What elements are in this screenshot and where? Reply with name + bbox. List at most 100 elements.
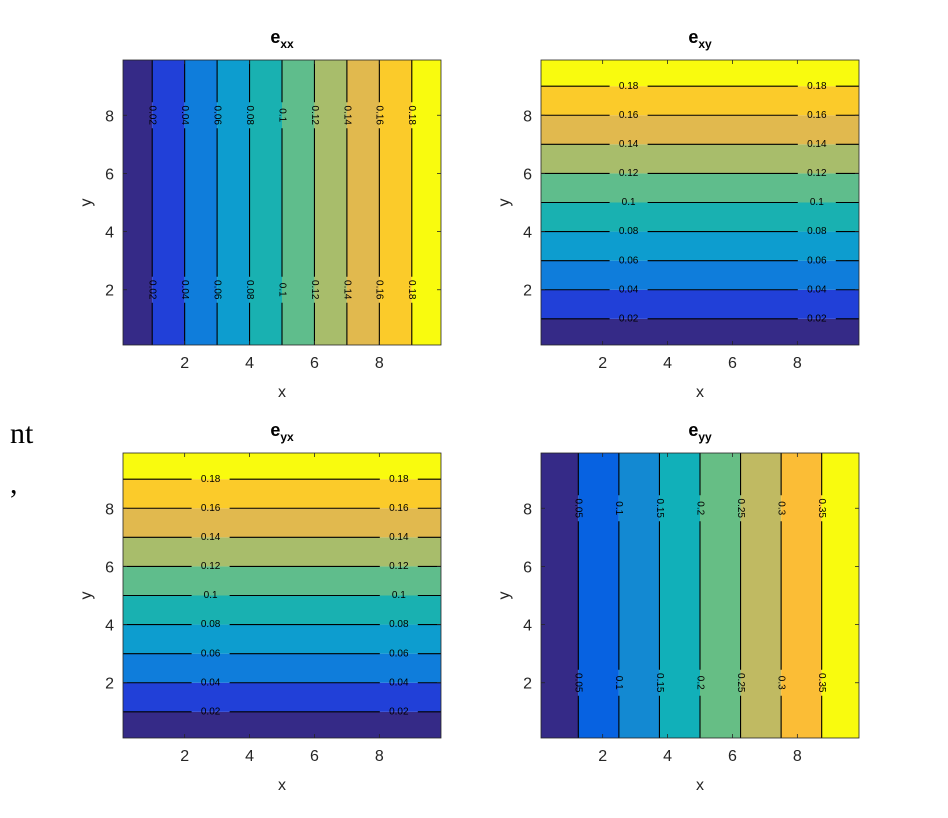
contour-label: 0.02 bbox=[619, 313, 639, 324]
x-tick-label: 2 bbox=[180, 355, 189, 372]
axes-frame bbox=[122, 59, 442, 346]
contour-label: 0.08 bbox=[201, 619, 221, 630]
contour-band bbox=[123, 453, 441, 480]
contour-label: 0.16 bbox=[807, 110, 827, 121]
contour-label: 0.14 bbox=[807, 139, 827, 150]
y-tick-label: 4 bbox=[105, 225, 114, 242]
contour-label: 0.18 bbox=[406, 280, 417, 300]
y-tick-label: 4 bbox=[105, 618, 114, 635]
subplot-exy: 0.02 0.02 0.04 0.04 0.06 0.06 0.08 0.08 0.1 0.1 0.… bbox=[496, 27, 860, 401]
contour-label: 0.14 bbox=[619, 139, 639, 150]
contour-label: 0.3 bbox=[775, 501, 786, 515]
x-axis-label: x bbox=[278, 384, 286, 401]
y-tick-label: 2 bbox=[523, 676, 532, 693]
contour-label: 0.08 bbox=[244, 106, 255, 126]
contour-band bbox=[740, 453, 782, 738]
contour-label: 0.18 bbox=[807, 81, 827, 92]
contour-band bbox=[541, 318, 859, 345]
x-axis-label: x bbox=[696, 777, 704, 794]
contour-label: 0.1 bbox=[810, 197, 824, 208]
contour-label: 0.14 bbox=[389, 532, 409, 543]
subplot-eyx: 0.02 0.02 0.04 0.04 0.06 0.06 0.08 0.08 0.1 0.1 0.… bbox=[78, 420, 442, 794]
contour-label: 0.02 bbox=[389, 706, 409, 717]
chart-title: eyx bbox=[270, 420, 294, 444]
x-tick-label: 8 bbox=[793, 748, 802, 765]
axes-frame bbox=[122, 452, 442, 739]
chart-title: eyy bbox=[688, 420, 712, 444]
x-tick-label: 2 bbox=[598, 748, 607, 765]
contour-band bbox=[123, 60, 153, 345]
contour-band bbox=[541, 260, 859, 290]
contour-label: 0.04 bbox=[179, 280, 190, 300]
x-tick-label: 2 bbox=[598, 355, 607, 372]
y-tick-label: 4 bbox=[523, 618, 532, 635]
contour-label: 0.18 bbox=[619, 81, 639, 92]
x-tick-label: 4 bbox=[663, 355, 672, 372]
contour-label: 0.12 bbox=[807, 168, 827, 179]
contour-band bbox=[541, 289, 859, 319]
contour-label: 0.18 bbox=[389, 474, 409, 485]
x-axis-label: x bbox=[696, 384, 704, 401]
contour-label: 0.1 bbox=[392, 590, 406, 601]
contour-label: 0.18 bbox=[201, 474, 221, 485]
contour-band bbox=[659, 453, 700, 738]
contour-label: 0.02 bbox=[147, 106, 158, 126]
contour-band bbox=[541, 173, 859, 203]
x-axis-label: x bbox=[278, 777, 286, 794]
x-tick-label: 8 bbox=[375, 748, 384, 765]
contour-label: 0.12 bbox=[201, 561, 221, 572]
contour-label: 0.1 bbox=[613, 501, 624, 515]
contour-label: 0.16 bbox=[619, 110, 639, 121]
contour-label: 0.1 bbox=[276, 108, 287, 122]
contour-band bbox=[541, 144, 859, 174]
contour-label: 0.04 bbox=[179, 106, 190, 126]
subplot-eyy: 0.05 0.05 0.1 0.1 0.15 0.15 0.2 0.2 0.25 0.25 0.3 0… bbox=[496, 420, 860, 794]
y-axis-label: y bbox=[496, 199, 513, 207]
contour-band bbox=[578, 453, 619, 738]
y-axis-label: y bbox=[496, 592, 513, 600]
contour-band bbox=[541, 86, 859, 116]
y-tick-label: 8 bbox=[105, 108, 114, 125]
contour-label: 0.08 bbox=[807, 226, 827, 237]
contour-label: 0.18 bbox=[406, 106, 417, 126]
x-tick-label: 6 bbox=[310, 355, 319, 372]
contour-label: 0.16 bbox=[389, 503, 409, 514]
y-tick-label: 6 bbox=[105, 559, 114, 576]
contour-band bbox=[123, 711, 441, 738]
y-tick-label: 8 bbox=[523, 108, 532, 125]
contour-band bbox=[123, 595, 441, 625]
contour-label: 0.05 bbox=[573, 673, 584, 693]
contour-label: 0.2 bbox=[694, 676, 705, 690]
contour-band bbox=[541, 60, 859, 87]
contour-label: 0.12 bbox=[389, 561, 409, 572]
contour-band bbox=[282, 60, 315, 345]
y-tick-label: 6 bbox=[523, 559, 532, 576]
y-tick-label: 8 bbox=[105, 501, 114, 518]
contour-label: 0.04 bbox=[619, 284, 639, 295]
contour-label: 0.16 bbox=[374, 106, 385, 126]
contour-label: 0.04 bbox=[201, 677, 221, 688]
axes-frame bbox=[540, 452, 860, 739]
contour-band bbox=[618, 453, 660, 738]
contour-band bbox=[123, 566, 441, 596]
contour-label: 0.06 bbox=[201, 648, 221, 659]
contour-band bbox=[123, 537, 441, 567]
contour-label: 0.1 bbox=[622, 197, 636, 208]
contour-band bbox=[346, 60, 380, 345]
contour-label: 0.08 bbox=[389, 619, 409, 630]
axes-frame bbox=[540, 59, 860, 346]
contour-band bbox=[217, 60, 250, 345]
y-axis-label: y bbox=[78, 199, 95, 207]
x-tick-label: 8 bbox=[375, 355, 384, 372]
contour-band bbox=[541, 453, 579, 738]
contour-label: 0.12 bbox=[619, 168, 639, 179]
y-tick-label: 6 bbox=[523, 166, 532, 183]
contour-band bbox=[123, 682, 441, 712]
contour-label: 0.12 bbox=[309, 106, 320, 126]
contour-label: 0.08 bbox=[244, 280, 255, 300]
contour-label: 0.15 bbox=[654, 499, 665, 519]
contour-label: 0.12 bbox=[309, 280, 320, 300]
x-tick-label: 6 bbox=[728, 355, 737, 372]
contour-label: 0.14 bbox=[341, 106, 352, 126]
